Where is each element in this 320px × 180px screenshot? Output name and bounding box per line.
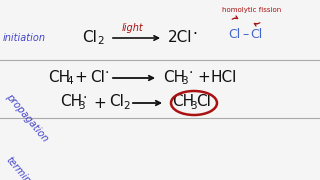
Text: 3: 3	[181, 76, 188, 86]
Text: Cl: Cl	[196, 94, 211, 109]
Text: +: +	[197, 71, 210, 86]
Text: light: light	[122, 23, 144, 33]
Text: termination: termination	[4, 155, 48, 180]
Text: Cl: Cl	[250, 28, 262, 42]
Text: ·: ·	[104, 66, 108, 80]
Text: 3: 3	[190, 101, 196, 111]
Text: propagation: propagation	[4, 92, 50, 144]
Text: homolytic fission: homolytic fission	[222, 7, 281, 13]
Text: HCl: HCl	[210, 69, 236, 84]
Text: 3: 3	[78, 101, 84, 111]
FancyArrowPatch shape	[232, 16, 238, 19]
Text: +: +	[93, 96, 106, 111]
Text: CH: CH	[48, 69, 70, 84]
Text: Cl: Cl	[109, 94, 124, 109]
Text: CH: CH	[163, 69, 185, 84]
Text: 2Cl: 2Cl	[168, 30, 193, 44]
FancyArrowPatch shape	[254, 23, 260, 26]
Text: Cl: Cl	[228, 28, 240, 42]
Text: –: –	[242, 28, 248, 42]
Text: CH: CH	[172, 94, 194, 109]
Text: 2: 2	[123, 101, 130, 111]
Text: 2: 2	[97, 36, 104, 46]
Text: initiation: initiation	[3, 33, 46, 43]
Text: ·: ·	[192, 26, 197, 42]
Text: +: +	[74, 71, 87, 86]
Text: 4: 4	[66, 76, 73, 86]
Text: Cl: Cl	[90, 69, 105, 84]
Text: ·: ·	[83, 91, 87, 105]
Text: Cl: Cl	[82, 30, 97, 44]
Text: CH: CH	[60, 94, 82, 109]
Text: ·: ·	[188, 66, 192, 80]
